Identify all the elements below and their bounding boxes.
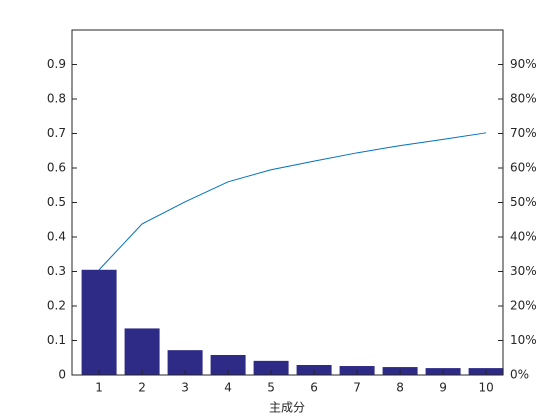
x-tick-label: 7 — [353, 381, 361, 395]
x-tick-label: 5 — [267, 381, 275, 395]
x-tick-label: 4 — [224, 381, 232, 395]
axes-box — [71, 29, 504, 376]
bar — [210, 354, 246, 375]
y-tick-label: 0.3 — [47, 264, 66, 278]
y2-tick-label: 50% — [510, 195, 537, 209]
y-tick-label: 0.1 — [47, 333, 66, 347]
y-tick-label: 0.8 — [47, 92, 66, 106]
y2-tick-label: 0% — [510, 368, 529, 382]
y2-tick-label: 70% — [510, 126, 537, 140]
bar — [296, 364, 332, 375]
y2-tick-label: 20% — [510, 299, 537, 313]
y2-tick-label: 10% — [510, 333, 537, 347]
y2-tick-label: 30% — [510, 264, 537, 278]
y2-tick-label: 90% — [510, 57, 537, 71]
y-tick-label: 0.2 — [47, 299, 66, 313]
y2-tick-label: 60% — [510, 161, 537, 175]
x-tick-label: 3 — [181, 381, 189, 395]
y2-tick-label: 40% — [510, 230, 537, 244]
bar — [253, 360, 289, 375]
x-tick-label: 9 — [439, 381, 447, 395]
x-axis-label: 主成分 — [269, 401, 305, 415]
bar — [81, 269, 117, 375]
x-tick-label: 6 — [310, 381, 318, 395]
y-tick-label: 0 — [58, 368, 66, 382]
y-tick-label: 0.4 — [47, 230, 66, 244]
y-tick-label: 0.7 — [47, 126, 66, 140]
y2-tick-label: 80% — [510, 92, 537, 106]
bar — [124, 328, 160, 375]
x-tick-label: 8 — [396, 381, 404, 395]
y-tick-label: 0.6 — [47, 161, 66, 175]
x-tick-label: 10 — [478, 381, 493, 395]
y-tick-label: 0.9 — [47, 57, 66, 71]
y-tick-label: 0.5 — [47, 195, 66, 209]
cumulative-line — [98, 132, 487, 271]
x-tick-label: 1 — [95, 381, 103, 395]
x-tick-label: 2 — [138, 381, 146, 395]
